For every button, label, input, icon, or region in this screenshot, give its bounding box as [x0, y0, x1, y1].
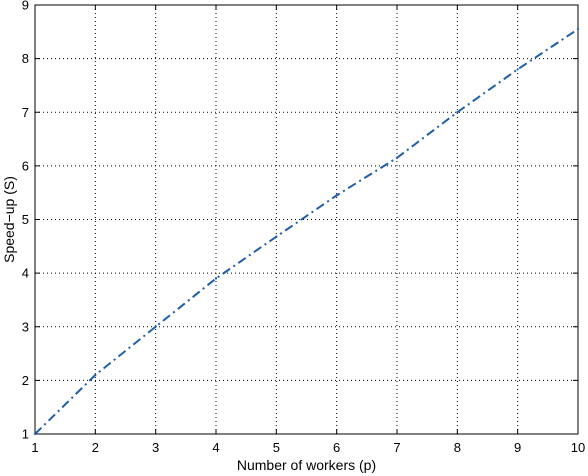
series-point	[214, 277, 218, 280]
x-tick-label: 2	[92, 440, 99, 455]
x-tick-label: 1	[31, 440, 38, 455]
y-tick-label: 4	[22, 266, 29, 281]
series-line	[34, 28, 579, 435]
series-point	[33, 432, 37, 436]
x-tick-label: 6	[333, 440, 340, 455]
x-tick-label: 5	[273, 440, 280, 455]
y-axis-label: Speed−up (S)	[1, 176, 17, 263]
series-point	[395, 156, 399, 159]
series-point	[516, 68, 519, 71]
series-point	[576, 28, 580, 31]
y-tick-label: 8	[22, 51, 29, 66]
y-tick-labels: 1 2 3 4 5 6 7 8 9	[22, 0, 29, 442]
y-tick-label: 7	[22, 105, 29, 120]
series-point	[335, 194, 338, 197]
series-point	[154, 325, 157, 328]
x-tick-label: 7	[393, 440, 400, 455]
plot-frame	[34, 4, 579, 435]
x-tick-label: 4	[212, 440, 219, 455]
series-point	[94, 373, 97, 377]
x-tick-label: 10	[571, 440, 585, 455]
y-tick-label: 9	[22, 0, 29, 13]
y-tick-label: 2	[22, 373, 29, 388]
y-tick-label: 3	[22, 319, 29, 334]
y-tick-label: 5	[22, 212, 29, 227]
x-tick-label: 9	[514, 440, 521, 455]
series-layer	[33, 28, 580, 436]
series-point	[456, 111, 459, 114]
x-tick-labels: 1 2 3 4 5 6 7 8 9 10	[31, 440, 585, 455]
series-point	[275, 235, 278, 238]
x-tick-label: 3	[152, 440, 159, 455]
y-tick-label: 1	[22, 427, 29, 442]
tick-marks	[34, 4, 579, 435]
x-tick-label: 8	[454, 440, 461, 455]
grid-lines	[35, 5, 578, 434]
y-tick-label: 6	[22, 158, 29, 173]
x-axis-label: Number of workers (p)	[237, 457, 376, 473]
